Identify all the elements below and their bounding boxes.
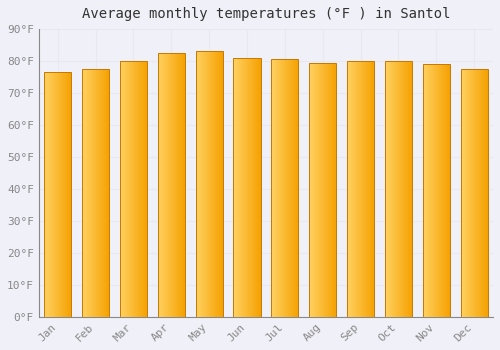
Bar xyxy=(385,61,412,317)
Bar xyxy=(271,60,298,317)
Bar xyxy=(422,64,450,317)
Bar xyxy=(347,61,374,317)
Bar xyxy=(158,53,185,317)
Bar xyxy=(82,69,109,317)
Bar xyxy=(196,51,223,317)
Bar xyxy=(44,72,72,317)
Bar xyxy=(120,61,147,317)
Bar xyxy=(234,58,260,317)
Title: Average monthly temperatures (°F ) in Santol: Average monthly temperatures (°F ) in Sa… xyxy=(82,7,450,21)
Bar xyxy=(460,69,488,317)
Bar xyxy=(309,63,336,317)
